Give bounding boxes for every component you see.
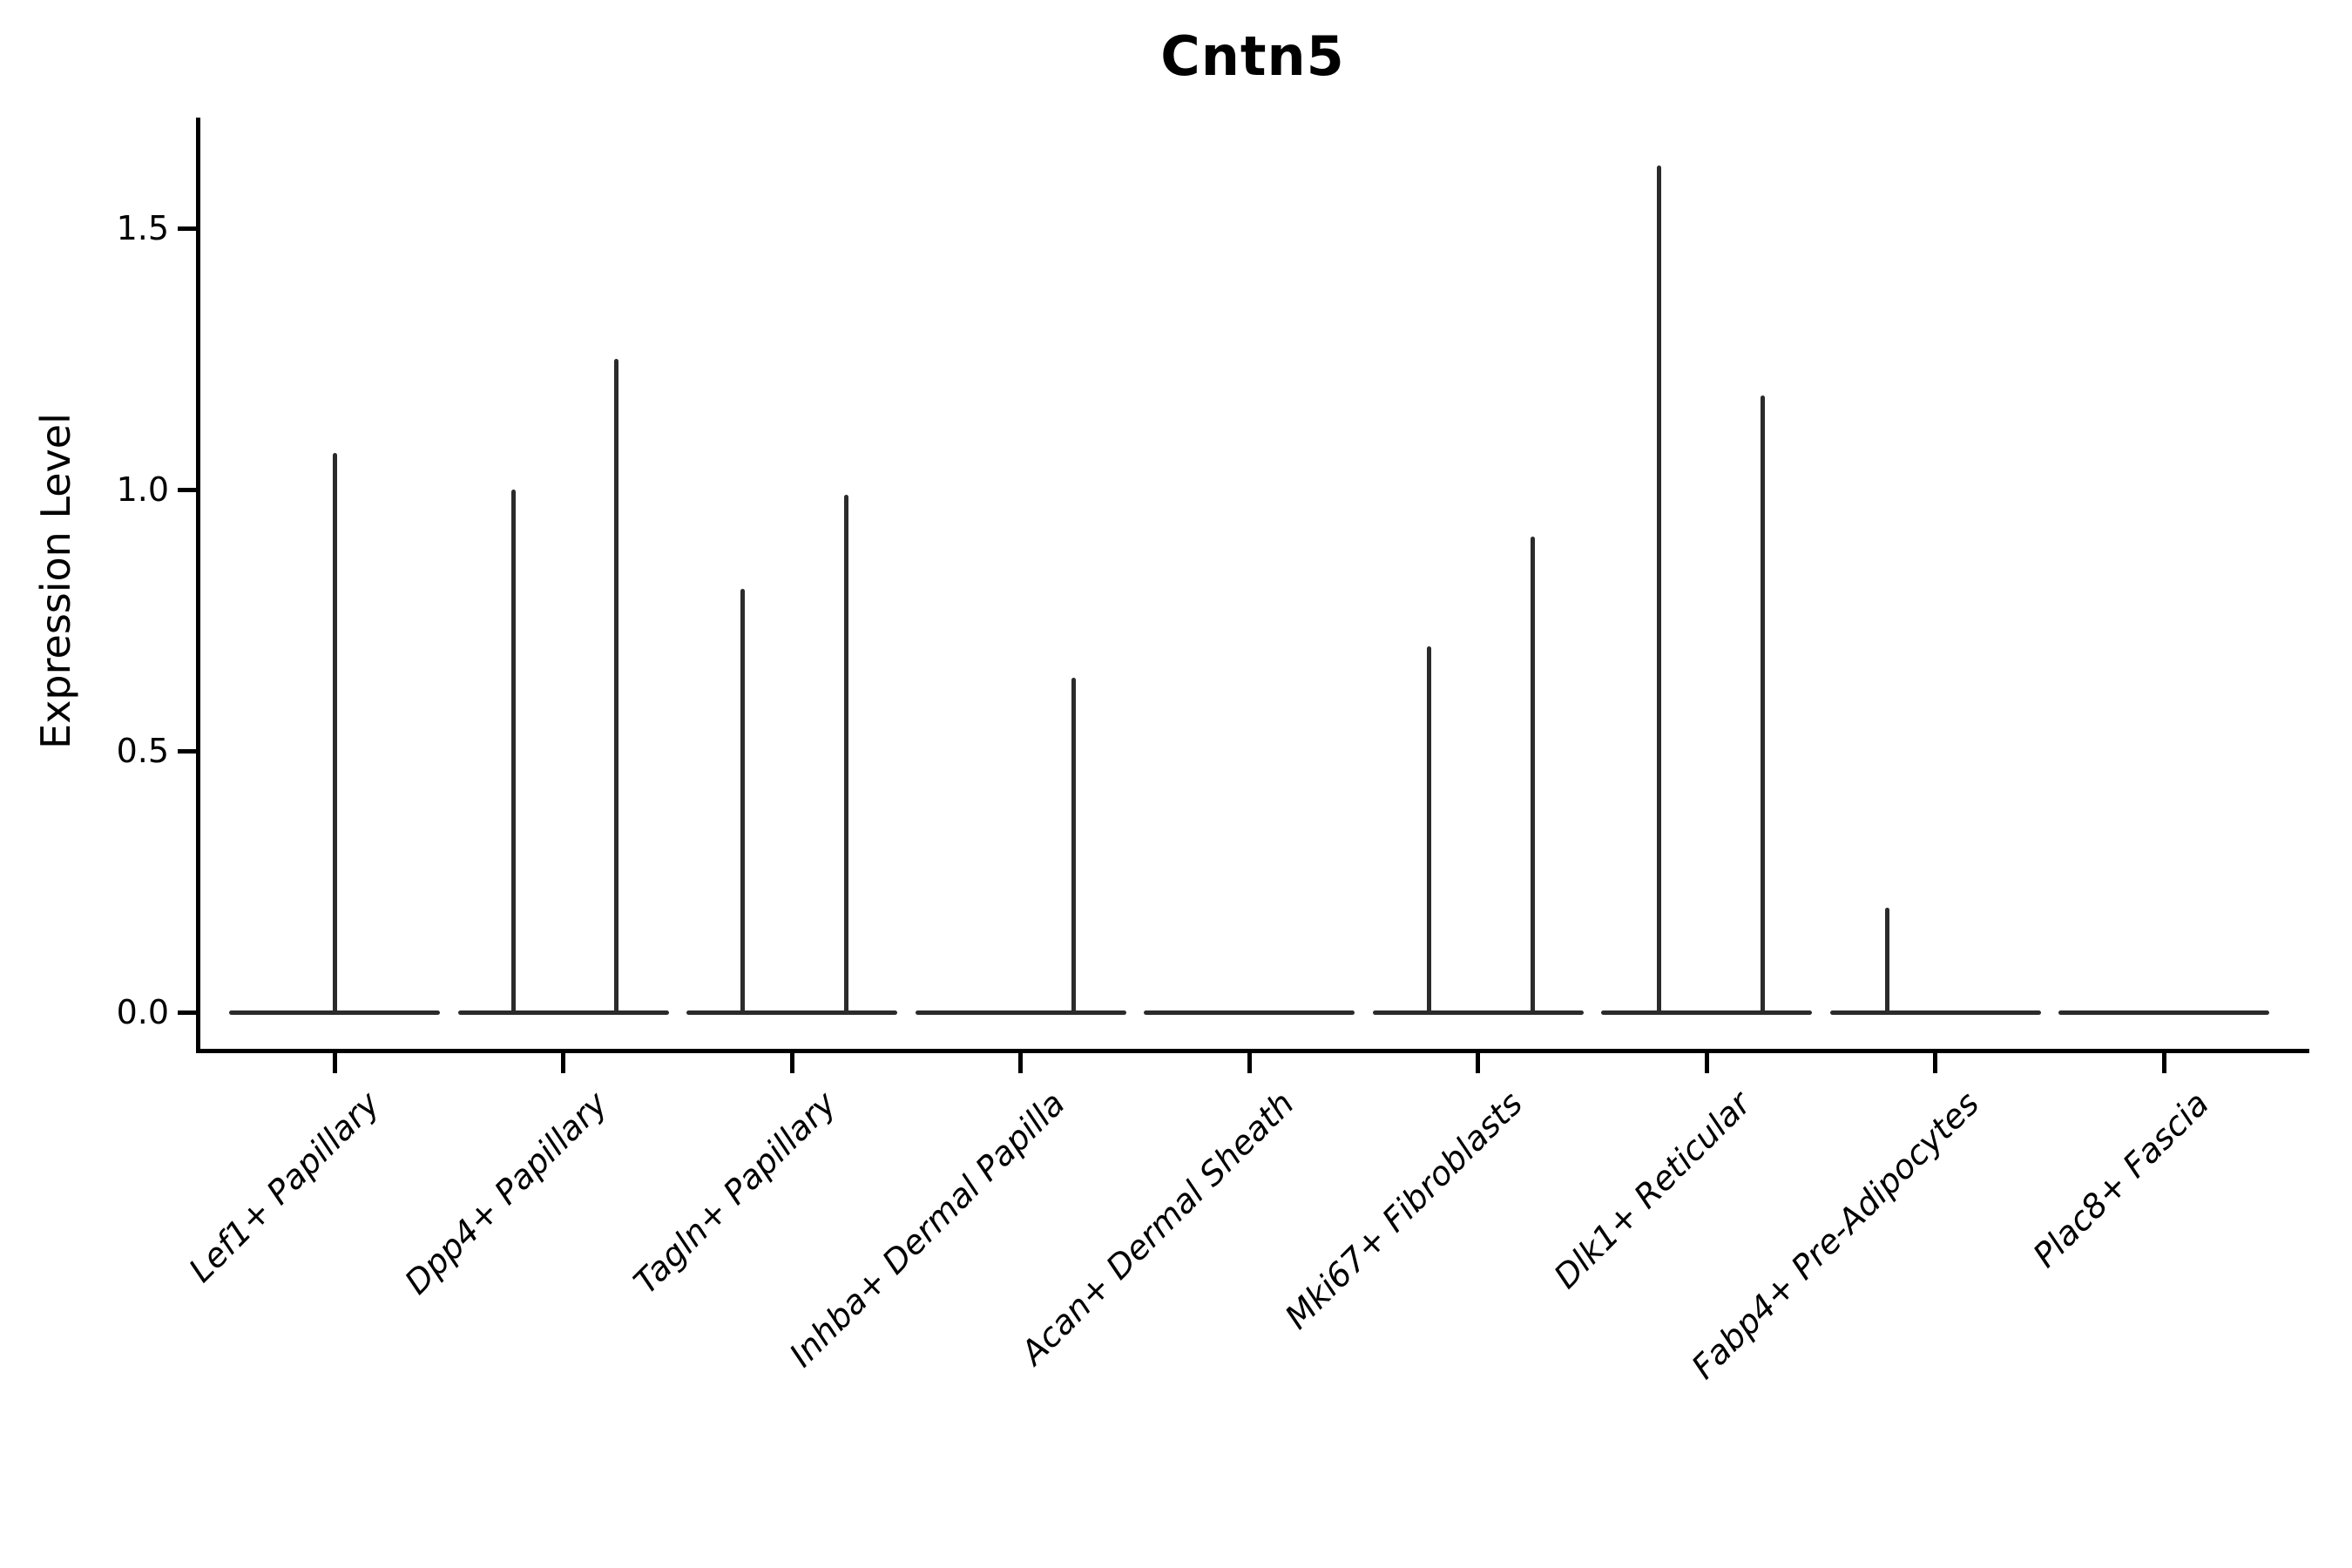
x-tick-label: Plac8+ Fascia [2024, 1084, 2216, 1275]
y-tick [178, 749, 196, 754]
x-tick [561, 1053, 565, 1073]
x-tick [790, 1053, 794, 1073]
x-tick-label: Lef1+ Papillary [180, 1084, 387, 1290]
violin-spike [1885, 908, 1889, 1015]
y-tick [178, 226, 196, 231]
x-tick [1933, 1053, 1937, 1073]
violin-baseline [686, 1010, 897, 1015]
y-tick-label: 0.5 [116, 732, 169, 770]
violin-spike [511, 490, 516, 1015]
x-tick-label: Tagln+ Papillary [626, 1084, 844, 1301]
violin-baseline [458, 1010, 669, 1015]
x-tick-label: Mki67+ Fibroblasts [1277, 1084, 1530, 1337]
x-tick [1018, 1053, 1023, 1073]
x-tick [333, 1053, 337, 1073]
violin-spike [614, 359, 618, 1015]
violin-baseline [1373, 1010, 1584, 1015]
violin-spike [844, 495, 848, 1015]
violin-spike [1531, 537, 1535, 1015]
x-tick [1705, 1053, 1709, 1073]
violin-spike [1427, 646, 1431, 1015]
violin-baseline [1830, 1010, 2041, 1015]
x-tick [2162, 1053, 2166, 1073]
x-tick [1476, 1053, 1480, 1073]
y-tick-label: 0.0 [116, 993, 169, 1031]
violin-spike [1761, 395, 1765, 1015]
x-axis-spine [196, 1049, 2309, 1053]
violin-baseline [2058, 1010, 2269, 1015]
violin-spike [1071, 678, 1076, 1015]
y-axis-spine [196, 118, 200, 1053]
violin-spike [740, 589, 745, 1015]
x-tick-label: Dlk1+ Reticular [1546, 1084, 1759, 1296]
chart-title: Cntn5 [1160, 24, 1345, 88]
y-tick-label: 1.5 [116, 209, 169, 247]
x-tick [1247, 1053, 1252, 1073]
x-tick-label: Acan+ Dermal Sheath [1013, 1084, 1301, 1372]
violin-baseline [916, 1010, 1126, 1015]
x-tick-label: Dpp4+ Papillary [397, 1084, 615, 1302]
violin-baseline [1144, 1010, 1355, 1015]
violin-spike [1657, 166, 1661, 1015]
violin-baseline [1601, 1010, 1812, 1015]
y-tick [178, 488, 196, 492]
y-tick [178, 1010, 196, 1015]
y-tick-label: 1.0 [116, 470, 169, 509]
violin-spike [333, 453, 337, 1015]
